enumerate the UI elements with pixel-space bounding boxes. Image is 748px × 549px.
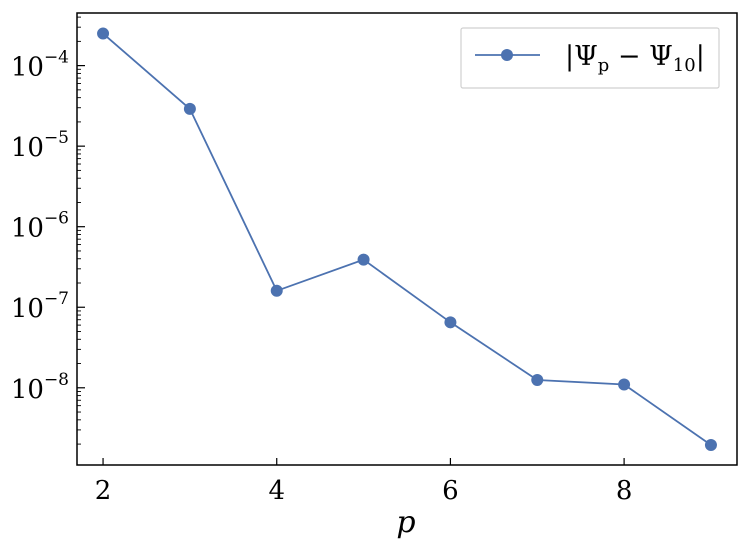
y-tick-label: 10−4	[11, 48, 69, 83]
data-point	[704, 438, 717, 451]
x-axis-label: p	[396, 505, 415, 540]
legend-box	[460, 27, 720, 89]
y-tick-label: 10−6	[11, 209, 69, 244]
data-point	[183, 102, 196, 115]
data-point	[618, 378, 631, 391]
data-point	[444, 316, 457, 329]
x-tick-label: 4	[268, 476, 285, 506]
y-tick-label: 10−5	[11, 128, 69, 163]
data-point	[357, 253, 370, 266]
y-tick-label: 10−8	[11, 370, 69, 405]
legend: |Ψp − Ψ10|	[460, 27, 720, 89]
data-point	[97, 27, 110, 40]
plot-frame	[76, 12, 738, 466]
x-tick-label: 8	[616, 476, 633, 506]
y-tick-label: 10−7	[11, 289, 69, 324]
series-line	[102, 32, 712, 446]
ticks: 2 4 6 8 10−8 10−7 10−6 10−5 10−4	[11, 16, 633, 506]
x-tick-label: 6	[442, 476, 459, 506]
x-tick-label: 2	[95, 476, 112, 506]
data-point	[531, 373, 544, 386]
series	[97, 27, 717, 451]
legend-label: |Ψp − Ψ10|	[565, 41, 705, 76]
legend-marker-swatch	[501, 49, 513, 61]
data-point	[270, 284, 283, 297]
